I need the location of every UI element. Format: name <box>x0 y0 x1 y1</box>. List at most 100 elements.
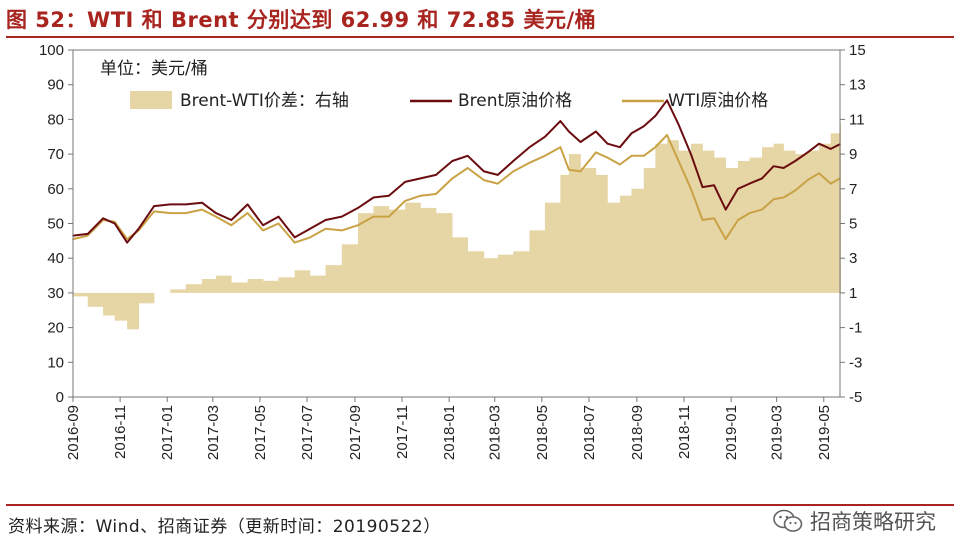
brent-line-point <box>201 201 203 204</box>
wti-line-point <box>606 156 609 159</box>
brent-line-point <box>404 181 406 183</box>
wti-line-point <box>277 222 280 225</box>
brent-line-point <box>512 160 515 162</box>
brent-line-point <box>544 136 546 138</box>
wti-line-layer <box>72 134 841 244</box>
x-tick-label: 2018-01 <box>441 405 458 460</box>
wti-line-point <box>818 172 820 174</box>
wti-line-point <box>201 208 203 211</box>
wti-line-point <box>724 238 727 240</box>
brent-line-point <box>772 165 775 167</box>
spread-bar <box>819 143 831 293</box>
spread-bar <box>714 157 726 293</box>
spread-bar <box>544 202 561 293</box>
brent-line-point <box>277 215 280 218</box>
wti-line-point <box>666 134 668 136</box>
brent-line-point <box>690 153 692 155</box>
spread-bar <box>795 154 808 293</box>
wti-line-point <box>794 189 796 192</box>
right-tick-label: 13 <box>849 77 866 94</box>
wti-line-point <box>341 229 343 232</box>
wti-line-point <box>544 155 546 157</box>
spread-bar <box>373 206 390 293</box>
wti-line-point <box>113 221 116 223</box>
spread-bar <box>830 133 841 293</box>
brent-line-point <box>230 219 233 221</box>
wti-line-point <box>404 200 406 202</box>
left-tick-label: 30 <box>47 285 64 302</box>
wti-line-point <box>497 182 499 185</box>
page-title: 图 52：WTI 和 Brent 分别达到 62.99 和 72.85 美元/桶 <box>6 8 597 32</box>
brent-line-point <box>794 160 796 162</box>
brent-line-point <box>606 142 609 145</box>
spread-bar <box>358 213 374 293</box>
brent-line-point <box>677 123 680 126</box>
brent-line-point <box>666 99 668 102</box>
brent-line-point <box>619 146 621 148</box>
brent-line-point <box>806 151 809 154</box>
wti-line-point <box>86 234 89 237</box>
brent-line-point <box>153 205 155 207</box>
brent-line-point <box>748 182 751 185</box>
spread-bar <box>529 230 546 293</box>
right-tick-label: 9 <box>849 146 857 163</box>
legend-label-spread: Brent-WTI价差：右轴 <box>180 91 349 111</box>
brent-line-point <box>782 167 785 169</box>
spread-bar <box>325 265 343 293</box>
right-tick-label: 3 <box>849 250 857 267</box>
spread-bar <box>388 209 406 293</box>
left-tick-label: 0 <box>56 389 64 406</box>
wti-line-point <box>230 224 233 226</box>
brent-line-point <box>102 217 104 220</box>
footer-divider <box>6 504 954 506</box>
x-tick-label: 2017-01 <box>159 405 176 460</box>
x-tick-label: 2017-09 <box>347 405 364 460</box>
wti-line-point <box>559 146 562 148</box>
brent-line-point <box>466 155 469 157</box>
spread-bar <box>405 202 421 293</box>
source-note: 资料来源：Wind、招商证券（更新时间：20190522） <box>8 517 441 537</box>
brent-line-point <box>724 208 727 211</box>
title-divider <box>6 36 954 38</box>
x-tick-label: 2016-09 <box>65 405 82 460</box>
brent-line-point <box>713 184 715 187</box>
spread-bar <box>560 174 570 293</box>
x-tick-label: 2017-03 <box>205 405 222 460</box>
brent-line-point <box>262 224 264 226</box>
brent-line-point <box>483 170 485 173</box>
wti-line-point <box>701 219 704 221</box>
spread-bar <box>783 150 796 293</box>
spread-bar <box>278 277 295 293</box>
spread-bar <box>678 150 692 293</box>
spread-bar <box>87 292 104 307</box>
x-tick-label: 2018-07 <box>581 405 598 460</box>
spread-bar <box>580 168 597 293</box>
spread-bar <box>467 251 485 293</box>
spread-bar <box>607 202 621 293</box>
wti-line-point <box>528 162 531 164</box>
brent-line-point <box>341 215 343 218</box>
wti-line-point <box>153 210 155 213</box>
wti-line-point <box>677 160 680 162</box>
left-tick-label: 20 <box>47 320 64 337</box>
spread-bar <box>667 140 679 293</box>
x-tick-label: 2018-05 <box>534 405 551 460</box>
brent-line-point <box>293 236 296 239</box>
spread-bar <box>114 292 128 321</box>
spread-bar <box>231 282 248 293</box>
spread-bar <box>294 270 311 293</box>
brent-line-point <box>643 125 645 128</box>
brent-line-point <box>435 174 437 176</box>
x-tick-label: 2017-05 <box>252 405 269 460</box>
brent-line-point <box>388 194 390 197</box>
legend-label-brent: Brent原油价格 <box>458 91 572 111</box>
spread-bar <box>452 237 468 293</box>
spread-bar <box>436 213 453 293</box>
brent-line-point <box>137 227 140 230</box>
brent-line-point <box>829 148 832 150</box>
spread-bar <box>185 284 203 293</box>
spread-bar <box>738 161 750 293</box>
brent-line-point <box>324 219 327 221</box>
brent-line-layer <box>72 99 841 244</box>
brent-line-point <box>654 115 657 117</box>
